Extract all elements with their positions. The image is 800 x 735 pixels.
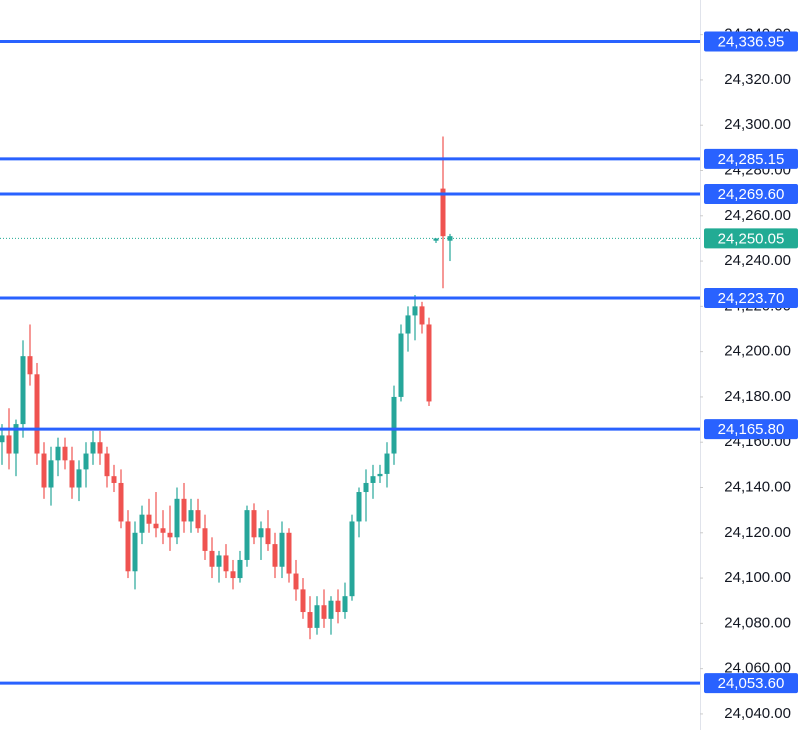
candle-body: [202, 528, 208, 551]
last-price-label: 24,250.05: [718, 230, 785, 247]
level-label: 24,223.70: [718, 290, 785, 307]
y-tick-label: 24,120.00: [724, 524, 791, 541]
y-tick-label: 24,300.00: [724, 116, 791, 133]
level-box: [704, 419, 798, 440]
candle-body: [230, 571, 236, 579]
y-tick-label: 24,080.00: [724, 614, 791, 631]
candle-body: [188, 510, 194, 522]
candle-body: [160, 528, 166, 533]
candle-body: [48, 460, 54, 488]
candle-body: [251, 510, 257, 538]
candle-body: [97, 442, 103, 454]
candle-body: [300, 589, 306, 613]
candle-body: [405, 315, 411, 334]
candle-body: [258, 528, 264, 538]
candle-body: [307, 612, 313, 628]
candle-body: [398, 333, 404, 397]
candle-body: [27, 356, 33, 375]
y-tick-label: 24,200.00: [724, 343, 791, 360]
last-price-box: [704, 228, 798, 249]
candle-body: [223, 555, 229, 572]
candle-body: [412, 306, 418, 316]
candle-body: [83, 453, 89, 470]
candle-body: [13, 424, 19, 454]
candle-body: [125, 521, 131, 572]
candle-body: [139, 514, 145, 533]
candle-body: [244, 510, 250, 560]
y-tick-label: 24,180.00: [724, 388, 791, 405]
candle-body: [55, 446, 61, 461]
candle-body: [349, 521, 355, 597]
candle-body: [293, 573, 299, 590]
candle-body: [90, 442, 96, 454]
level-label: 24,053.60: [718, 675, 785, 692]
y-tick-label: 24,100.00: [724, 569, 791, 586]
candle-body: [69, 460, 75, 488]
candle-body: [433, 238, 439, 241]
candle-body: [167, 532, 173, 538]
candle-body: [342, 596, 348, 613]
candle-body: [286, 532, 292, 574]
candle-body: [34, 374, 40, 454]
candle-body: [440, 188, 446, 237]
candle-body: [391, 396, 397, 454]
candle-body: [384, 453, 390, 474]
level-box: [704, 31, 798, 52]
candle-body: [41, 453, 47, 488]
candle-body: [321, 605, 327, 619]
y-tick-label: 24,140.00: [724, 478, 791, 495]
candle-body: [363, 482, 369, 493]
candle-body: [146, 514, 152, 524]
level-label: 24,165.80: [718, 421, 785, 438]
y-tick-label: 24,060.00: [724, 660, 791, 677]
level-label: 24,285.15: [718, 151, 785, 168]
candle-body: [209, 550, 215, 567]
candle-body: [335, 600, 341, 613]
candle-body: [181, 498, 187, 522]
candle-body: [356, 492, 362, 522]
candle-body: [0, 435, 5, 443]
level-label: 24,269.60: [718, 186, 785, 203]
y-tick-label: 24,040.00: [724, 705, 791, 722]
candle-body: [272, 544, 278, 567]
y-tick-label: 24,320.00: [724, 71, 791, 88]
candle-body: [104, 453, 110, 477]
candle-body: [118, 482, 124, 522]
candle-body: [216, 555, 222, 567]
candle-body: [279, 532, 285, 567]
y-tick-label: 24,240.00: [724, 252, 791, 269]
candle-body: [328, 600, 334, 619]
level-box: [704, 148, 798, 169]
candle-body: [76, 469, 82, 488]
candle-body: [426, 324, 432, 402]
candle-body: [132, 532, 138, 572]
candle-body: [377, 473, 383, 477]
candle-body: [62, 446, 68, 461]
y-tick-label: 24,260.00: [724, 207, 791, 224]
candle-body: [314, 605, 320, 628]
candle-body: [20, 356, 26, 425]
candle-body: [195, 510, 201, 529]
level-box: [704, 287, 798, 308]
candle-body: [153, 523, 159, 529]
candle-body: [111, 476, 117, 483]
level-box: [704, 184, 798, 205]
candle-body: [237, 559, 243, 579]
candle-body: [370, 476, 376, 483]
candle-body: [265, 528, 271, 545]
candle-body: [174, 498, 180, 538]
level-box: [704, 673, 798, 694]
candle-body: [6, 435, 12, 454]
level-label: 24,336.95: [718, 34, 785, 51]
candle-body: [419, 306, 425, 325]
